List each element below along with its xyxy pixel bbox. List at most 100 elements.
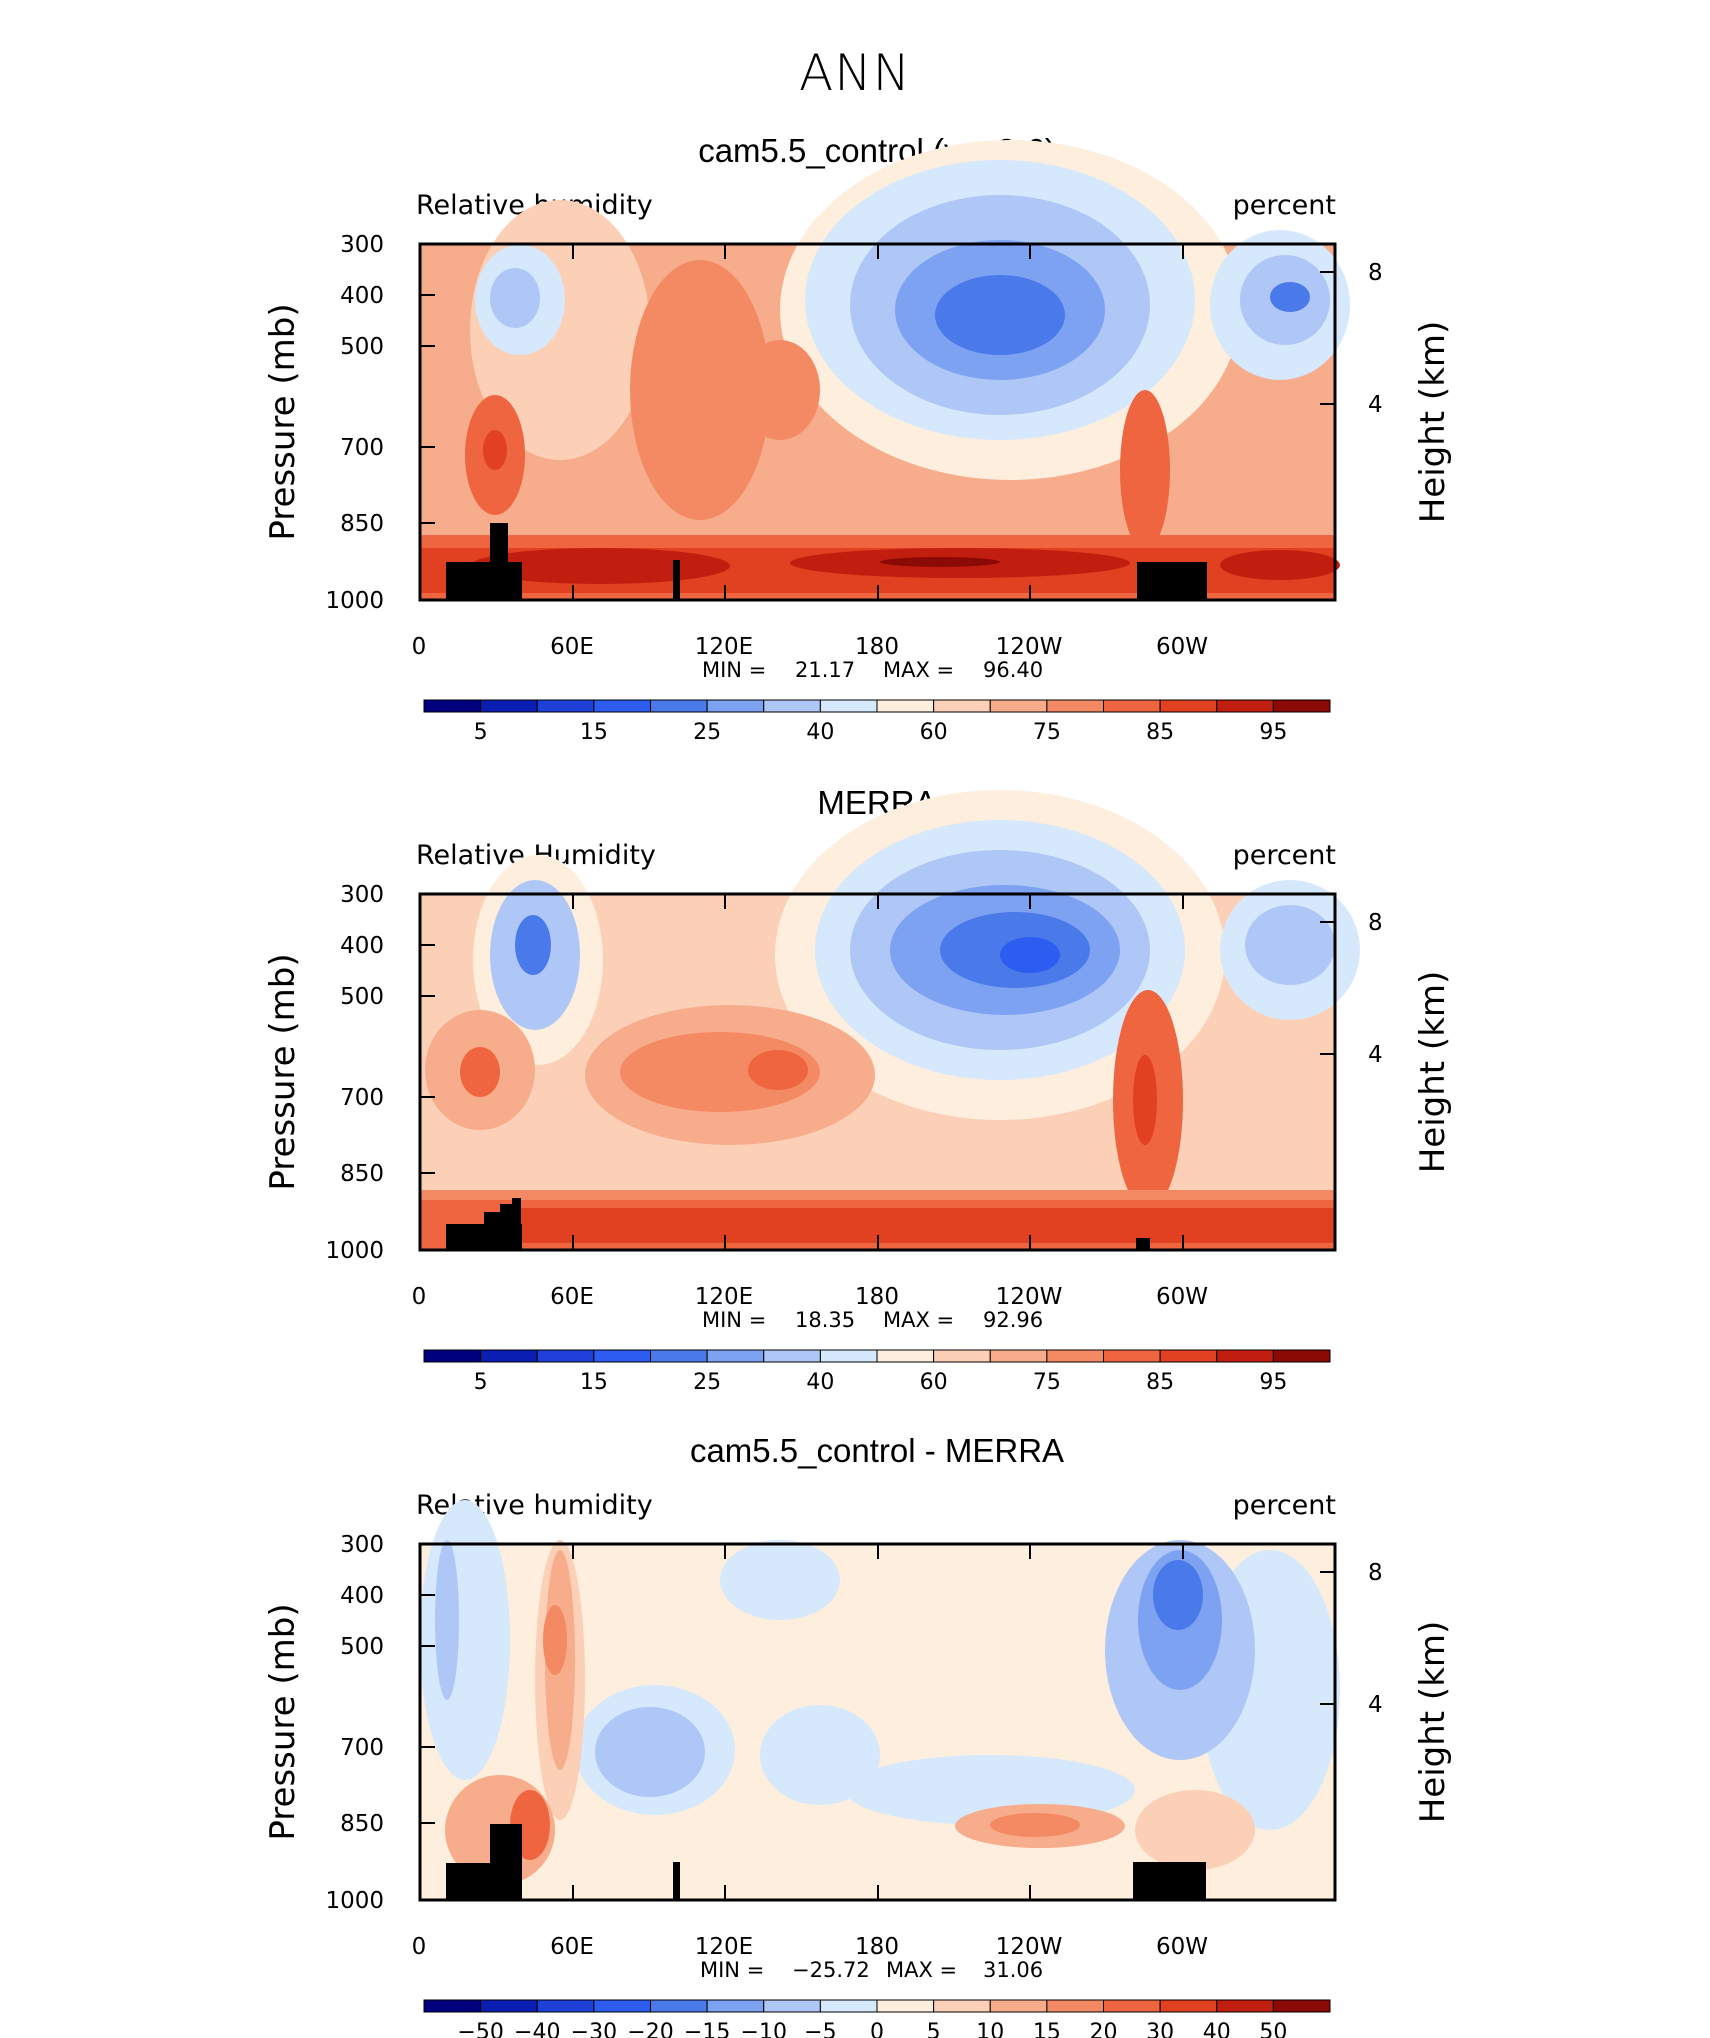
x-tick-label: 120W	[996, 634, 1063, 660]
colorbar: 5 15 25 40 60 75 85 95	[423, 1349, 1331, 1395]
colorbar-swatch	[933, 1349, 991, 1363]
colorbar-label: 5	[474, 720, 488, 745]
colorbar-swatch	[650, 1999, 708, 2013]
colorbar-swatch	[1159, 1999, 1218, 2013]
topography	[446, 1198, 1150, 1250]
colorbar-swatch	[1046, 1999, 1104, 2013]
colorbar-label: 20	[1090, 2020, 1118, 2038]
colorbar-label: 30	[1146, 2020, 1174, 2038]
colorbar-swatch	[989, 1999, 1048, 2013]
max-label: MAX =	[883, 658, 954, 682]
colorbar-swatch	[480, 1349, 538, 1363]
colorbar-swatch	[819, 699, 878, 713]
x-tick-label: 60E	[550, 1284, 594, 1310]
colorbar-swatch	[1272, 699, 1331, 713]
colorbar-swatch	[593, 699, 651, 713]
colorbar-swatch	[763, 1349, 821, 1363]
x-tick-label: 60E	[550, 1934, 594, 1960]
x-tick-label: 60E	[550, 634, 594, 660]
colorbar-swatch	[593, 1999, 651, 2013]
colorbar-label: −20	[627, 2020, 673, 2038]
x-tick-label: 180	[855, 1934, 899, 1960]
colorbar-swatch	[933, 699, 991, 713]
colorbar-swatch	[876, 1349, 935, 1363]
panel-control: cam5.5_control (yrs 2-6) Relative humidi…	[263, 132, 1453, 745]
colorbar-swatch	[536, 1349, 595, 1363]
y2-tick-label: 8	[1368, 1560, 1383, 1586]
y-tick-label: 400	[340, 933, 384, 959]
y2-tick-label: 4	[1368, 1042, 1383, 1068]
colorbar-swatch	[1216, 1349, 1274, 1363]
colorbar-swatch	[1216, 1999, 1274, 2013]
x-tick-label: 60W	[1156, 634, 1208, 660]
colorbar-label: 75	[1033, 720, 1061, 745]
colorbar-swatch	[706, 699, 765, 713]
colorbar-label: 0	[870, 2020, 884, 2038]
x-ticks: 0 60E 120E 180 120W 60W	[412, 894, 1208, 1310]
x-tick-label: 60W	[1156, 1934, 1208, 1960]
colorbar-swatch	[423, 1999, 482, 2013]
colorbar-swatch	[480, 1999, 538, 2013]
colorbar-swatch	[1216, 699, 1274, 713]
colorbar-swatch	[989, 699, 1048, 713]
y-tick-label: 300	[340, 232, 384, 258]
colorbar-label: 50	[1259, 2020, 1287, 2038]
colorbar-label: 75	[1033, 1370, 1061, 1395]
colorbar-swatch	[1159, 1349, 1218, 1363]
units-label: percent	[1233, 190, 1336, 221]
colorbar-label: 95	[1259, 720, 1287, 745]
y-tick-label: 700	[340, 1085, 384, 1111]
colorbar: 5 15 25 40 60 75 85 95	[423, 699, 1331, 745]
min-value: 18.35	[795, 1308, 855, 1332]
colorbar-swatch	[1159, 699, 1218, 713]
colorbar-swatch	[480, 699, 538, 713]
y-tick-label: 700	[340, 435, 384, 461]
panel-merra: MERRA Relative Humidity percent	[263, 784, 1453, 1395]
main-title: ANN	[798, 44, 911, 102]
y-tick-label: 300	[340, 882, 384, 908]
colorbar-label: 25	[693, 720, 721, 745]
colorbar-label: 10	[976, 2020, 1004, 2038]
max-label: MAX =	[886, 1958, 957, 1982]
y-axis-label: Pressure (mb)	[263, 303, 303, 540]
colorbar-swatch	[763, 1999, 821, 2013]
y-tick-label: 850	[340, 511, 384, 537]
y-axis-label: Pressure (mb)	[263, 953, 303, 1190]
colorbar-label: 5	[927, 2020, 941, 2038]
topography	[446, 1824, 1206, 1900]
max-value: 96.40	[983, 658, 1043, 682]
colorbar-swatch	[763, 699, 821, 713]
y-axis-label: Pressure (mb)	[263, 1603, 303, 1840]
min-value: −25.72	[792, 1958, 870, 1982]
y-tick-label: 850	[340, 1161, 384, 1187]
x-tick-label: 60W	[1156, 1284, 1208, 1310]
units-label: percent	[1233, 1490, 1336, 1521]
y2-tick-label: 4	[1368, 392, 1383, 418]
colorbar-label: 15	[580, 1370, 608, 1395]
colorbar-label: 40	[1203, 2020, 1231, 2038]
y-tick-label: 1000	[325, 1888, 384, 1914]
colorbar-swatch	[1272, 1349, 1331, 1363]
colorbar-swatch	[1103, 1349, 1161, 1363]
colorbar-swatch	[819, 1349, 878, 1363]
colorbar-label: 5	[474, 1370, 488, 1395]
colorbar-swatch	[1103, 1999, 1161, 2013]
x-ticks: 0 60E 120E 180 120W 60W	[412, 1544, 1208, 1960]
y-tick-label: 500	[340, 984, 384, 1010]
colorbar-label: 85	[1146, 1370, 1174, 1395]
y-ticks: 300 400 500 700 850 1000 8 4	[325, 232, 1382, 614]
x-tick-label: 0	[412, 634, 427, 660]
colorbar-swatch	[593, 1349, 651, 1363]
colorbar-label: 40	[806, 720, 834, 745]
units-label: percent	[1233, 840, 1336, 871]
x-tick-label: 180	[855, 1284, 899, 1310]
y-tick-label: 700	[340, 1735, 384, 1761]
y-tick-label: 1000	[325, 588, 384, 614]
contour-field	[420, 140, 1350, 600]
x-tick-label: 120W	[996, 1934, 1063, 1960]
colorbar-label: 85	[1146, 720, 1174, 745]
y-tick-label: 850	[340, 1811, 384, 1837]
y-tick-label: 500	[340, 334, 384, 360]
y2-tick-label: 8	[1368, 260, 1383, 286]
panel-title: cam5.5_control - MERRA	[690, 1432, 1064, 1469]
